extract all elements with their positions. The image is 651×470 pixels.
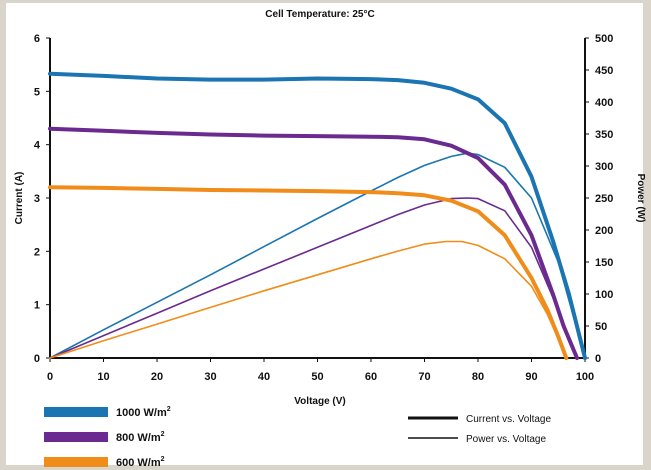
legend-label-superscript: 2 [167, 406, 171, 413]
x-tick-label: 30 [204, 371, 216, 383]
x-tick-label: 70 [418, 371, 430, 383]
x-tick-label: 90 [525, 371, 537, 383]
y2-tick-label: 250 [595, 193, 613, 205]
y-tick-label: 5 [34, 86, 40, 98]
legend-label-superscript: 2 [161, 456, 165, 463]
legend-swatch-1 [44, 432, 108, 442]
legend-label-1: 800 W/m2 [116, 431, 165, 444]
legend-label-text: 600 W/m [116, 457, 161, 469]
y-tick-label: 3 [34, 193, 40, 205]
series-line-3 [49, 152, 586, 359]
legend-label-2: 600 W/m2 [116, 456, 165, 469]
y2-tick-label: 400 [595, 97, 613, 109]
y2-tick-label: 50 [595, 321, 607, 333]
y2-axis-label: Power (W) [635, 174, 646, 223]
y2-tick-label: 500 [595, 33, 613, 45]
plot-area [48, 71, 587, 360]
series-line-4 [49, 197, 578, 359]
legend-swatch-0 [44, 407, 108, 417]
y2-tick-label: 150 [595, 257, 613, 269]
y-tick-label: 1 [34, 300, 40, 312]
y2-tick-label: 450 [595, 65, 613, 77]
series-line-2 [48, 185, 569, 360]
x-tick-label: 80 [472, 371, 484, 383]
y-tick-label: 4 [34, 140, 41, 152]
y2-tick-label: 300 [595, 161, 613, 173]
x-tick-label: 20 [151, 371, 163, 383]
y-tick-label: 6 [34, 33, 40, 45]
y2-tick-label: 350 [595, 129, 613, 141]
x-axis-label: Voltage (V) [294, 396, 345, 407]
y2-tick-label: 0 [595, 353, 601, 365]
y2-tick-label: 100 [595, 289, 613, 301]
legend-label-0: 1000 W/m2 [116, 406, 171, 419]
axes: 0 10 20 30 40 50 60 70 80 90 100012345605010015020… [34, 33, 613, 383]
series-line-1 [48, 126, 579, 360]
legend-style-label-0: Current vs. Voltage [466, 414, 551, 425]
y2-tick-label: 200 [595, 225, 613, 237]
y-tick-label: 0 [34, 353, 40, 365]
chart-title: Cell Temperature: 25°C [265, 9, 374, 20]
y-tick-label: 2 [34, 246, 40, 258]
series-line-0 [48, 71, 587, 360]
x-tick-label: 50 [311, 371, 323, 383]
x-tick-label: 100 [576, 371, 594, 383]
legend-label-superscript: 2 [161, 431, 165, 438]
x-tick-label: 40 [258, 371, 270, 383]
series-line-5 [49, 240, 568, 359]
x-tick-label: 0 [47, 371, 53, 383]
x-tick-label: 60 [365, 371, 377, 383]
legend-style-label-1: Power vs. Voltage [466, 434, 546, 445]
legend-label-text: 800 W/m [116, 432, 161, 444]
x-tick-label: 10 [97, 371, 109, 383]
legend-swatch-2 [44, 457, 108, 467]
legend-label-text: 1000 W/m [116, 407, 167, 419]
y-axis-label: Current (A) [14, 172, 25, 225]
